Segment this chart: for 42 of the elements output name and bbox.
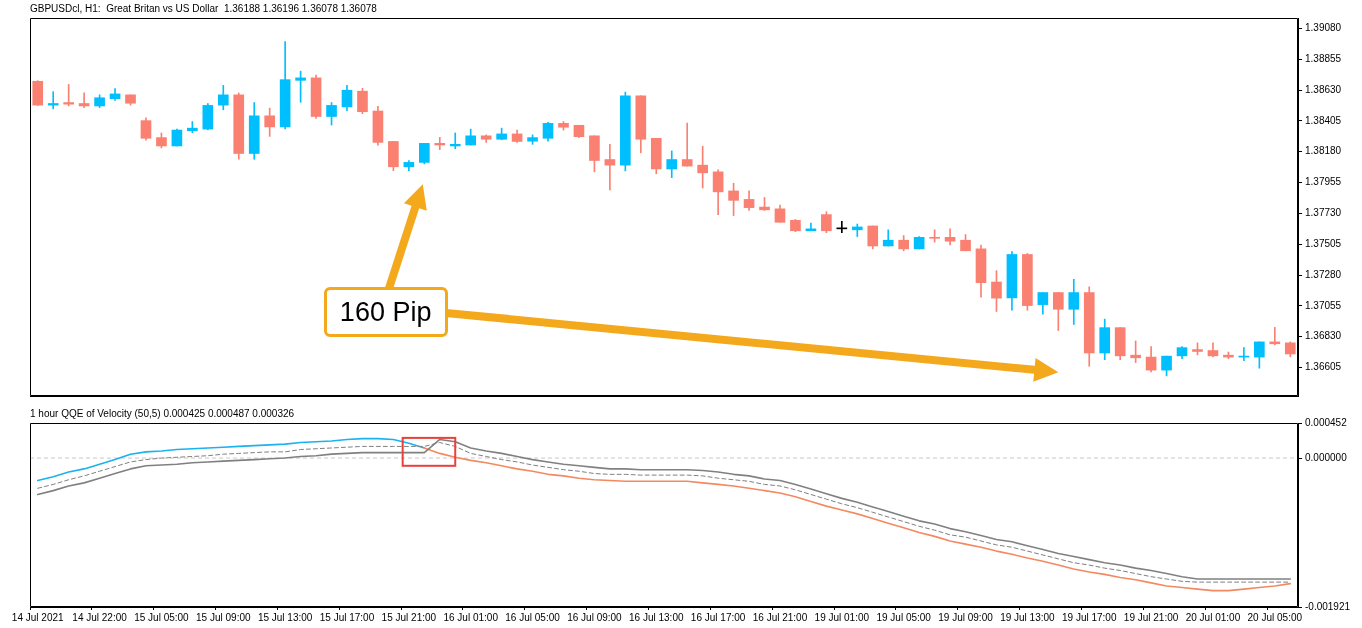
y-tick-label: 1.37280 — [1305, 268, 1342, 280]
x-tick-label: 15 Jul 17:00 — [319, 611, 375, 623]
x-tick-label: 16 Jul 05:00 — [505, 611, 561, 623]
x-tick-label: 15 Jul 21:00 — [381, 611, 437, 623]
y-tick-label: 1.39080 — [1305, 22, 1342, 34]
x-tick-label: 16 Jul 21:00 — [752, 611, 808, 623]
candlestick — [604, 143, 616, 191]
x-tick-label: 15 Jul 05:00 — [134, 611, 190, 623]
annotation: 160 Pip — [323, 287, 448, 338]
y-tick-label: 1.37730 — [1305, 207, 1342, 219]
y-tick-label: 1.38180 — [1305, 145, 1342, 157]
x-tick-label: 19 Jul 09:00 — [938, 611, 994, 623]
x-tick-label: 19 Jul 17:00 — [1061, 611, 1117, 623]
x-tick-label: 19 Jul 01:00 — [814, 611, 870, 623]
x-tick-label: 15 Jul 09:00 — [196, 611, 251, 623]
x-tick-label: 19 Jul 13:00 — [1000, 611, 1056, 623]
y-tick-label: 1.38630 — [1305, 83, 1342, 95]
y-tick-label: 1.38405 — [1305, 114, 1342, 126]
x-tick-label: 20 Jul 05:00 — [1247, 611, 1303, 623]
y-tick-label: 0.000452 — [1305, 416, 1348, 428]
x-tick-label: 19 Jul 21:00 — [1123, 611, 1179, 623]
x-tick-label: 15 Jul 13:00 — [257, 611, 313, 623]
x-tick-label: 14 Jul 22:00 — [72, 611, 128, 623]
candlestick — [681, 122, 693, 167]
x-tick-label: 16 Jul 09:00 — [567, 611, 623, 623]
x-tick-label: 16 Jul 17:00 — [690, 611, 746, 623]
y-tick-label: 1.37505 — [1305, 237, 1342, 249]
y-tick-label: 1.36605 — [1305, 361, 1342, 373]
chart-title: 1 hour QQE of Velocity (50,5) 0.000425 0.000487 0.000326 — [30, 407, 295, 419]
x-tick-label: 19 Jul 05:00 — [876, 611, 932, 623]
y-tick-label: 1.38855 — [1305, 52, 1342, 64]
chart-title: GBPUSDcl, H1: Great Britan vs US Dollar 1.36188 1.36196 1.36078 1.36078 — [30, 2, 378, 14]
y-tick-label: 1.37055 — [1305, 299, 1342, 311]
y-tick-label: 1.37955 — [1305, 176, 1342, 188]
y-tick-label: 0.000000 — [1305, 451, 1348, 463]
candlestick — [78, 92, 90, 108]
x-tick-label: 16 Jul 13:00 — [629, 611, 684, 623]
x-tick-label: 20 Jul 01:00 — [1185, 611, 1241, 623]
y-tick-label: 1.36830 — [1305, 330, 1342, 342]
y-tick-label: -0.001921 — [1305, 600, 1351, 612]
x-tick-label: 16 Jul 01:00 — [443, 611, 499, 623]
x-tick-label: 14 Jul 2021 — [11, 611, 65, 623]
